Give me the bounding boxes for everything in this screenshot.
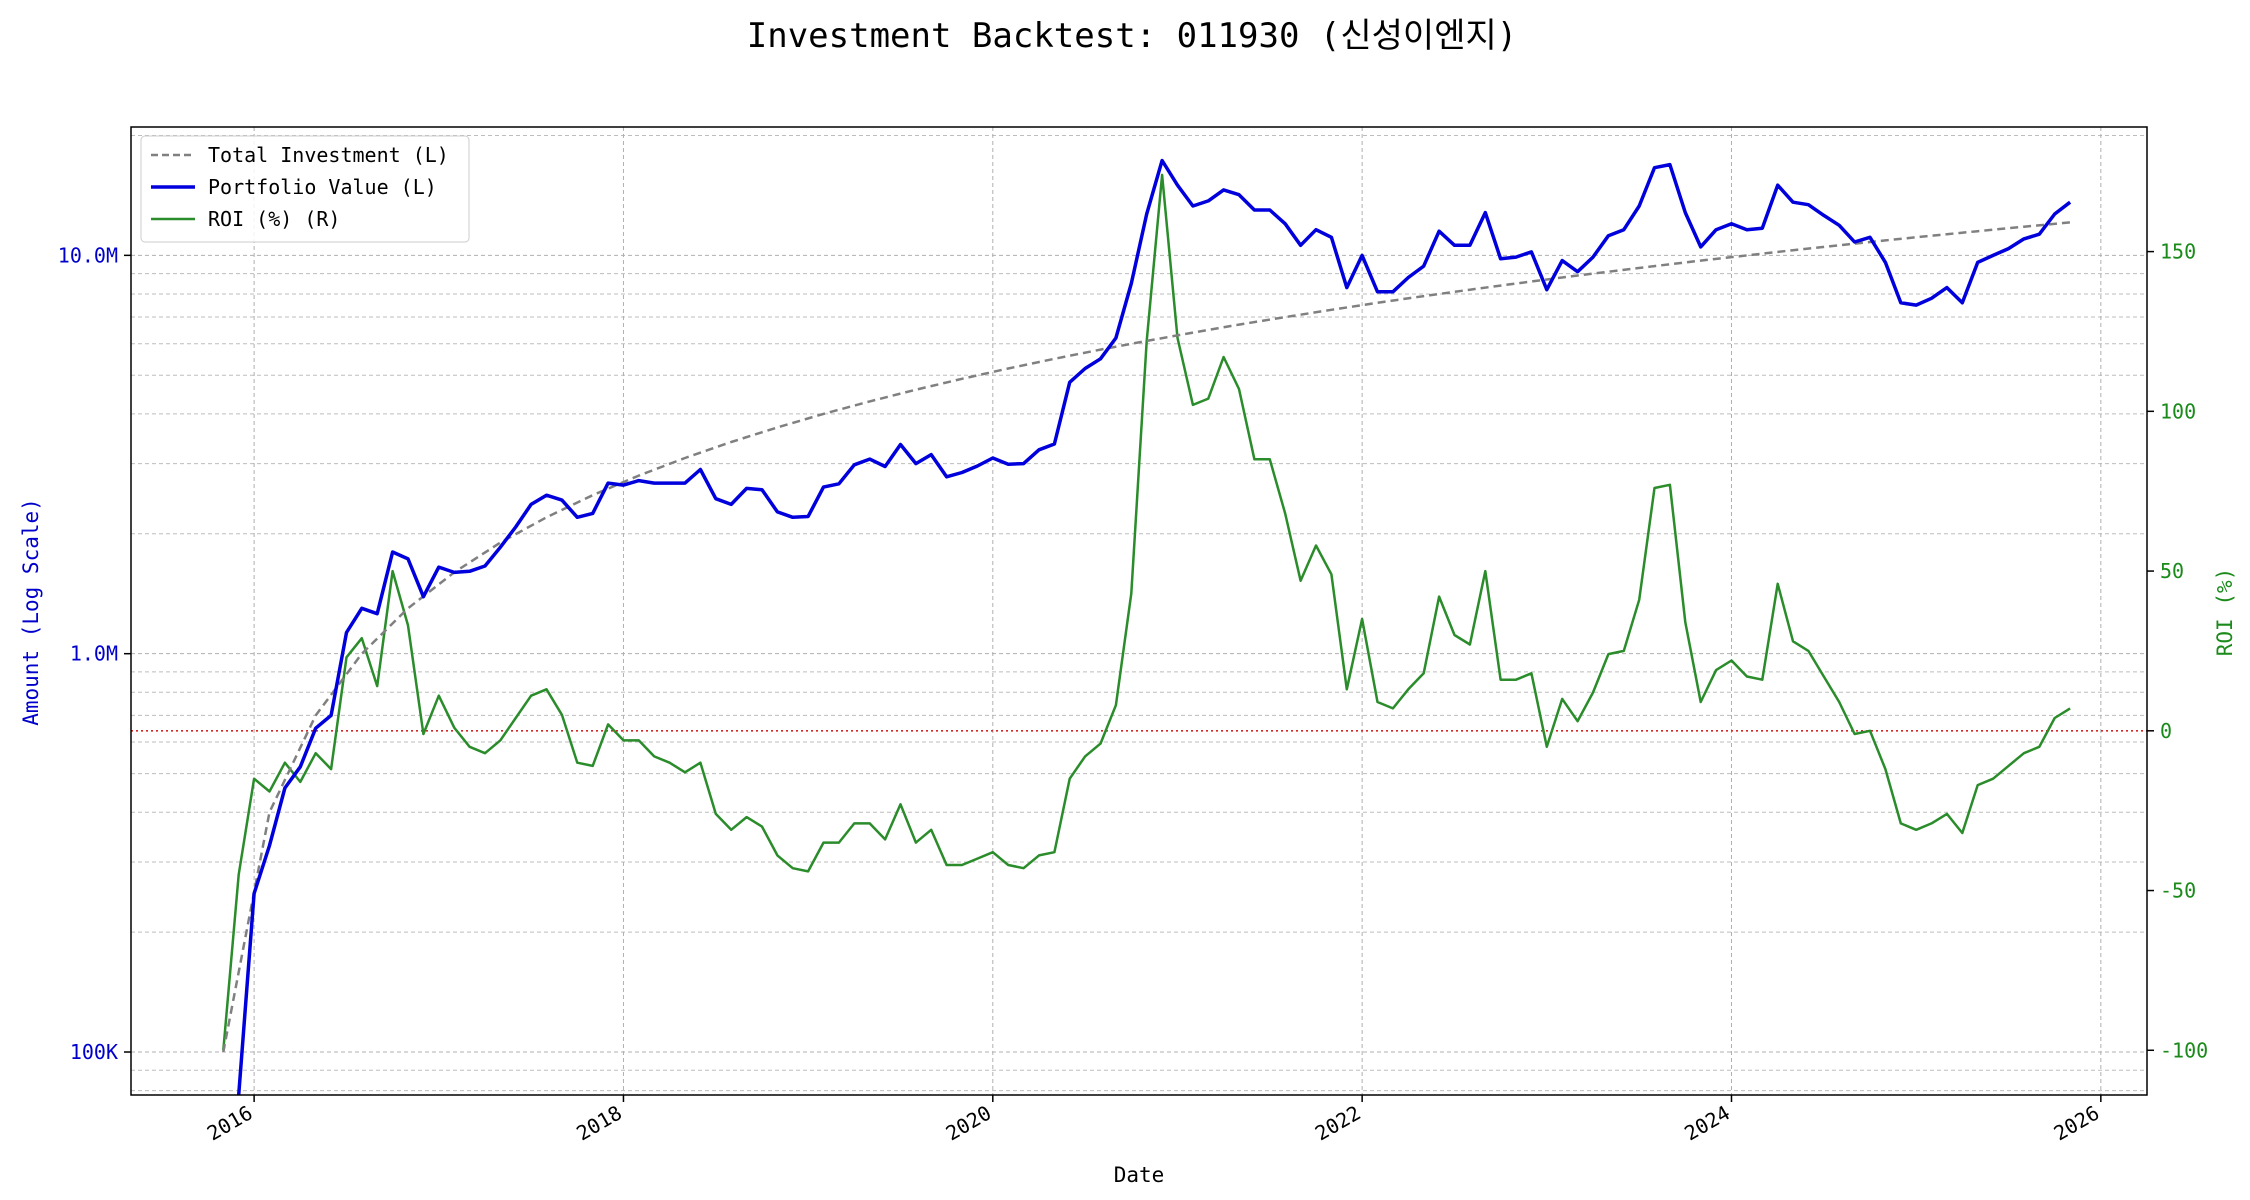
y-right-axis-label: ROI (%) bbox=[2213, 568, 2237, 657]
x-tick-label: 2016 bbox=[203, 1101, 257, 1146]
plot-frame bbox=[130, 126, 2148, 1096]
series-layer bbox=[222, 158, 2072, 1096]
total-investment-line bbox=[222, 221, 2071, 1053]
y-left-axis-label: Amount (Log Scale) bbox=[19, 498, 43, 726]
y-right-tick-label: -50 bbox=[2160, 879, 2196, 903]
roi-line bbox=[222, 173, 2071, 1051]
y-right-tick-label: -100 bbox=[2160, 1038, 2208, 1062]
x-tick-label: 2020 bbox=[942, 1101, 996, 1146]
grid bbox=[131, 127, 2147, 1095]
y-left-tick-label: 10.0M bbox=[58, 243, 118, 267]
y-right-tick-label: 50 bbox=[2160, 559, 2184, 583]
chart-title: Investment Backtest: 011930 (신성이엔지) bbox=[747, 16, 1518, 56]
x-tick-label: 2026 bbox=[2050, 1101, 2104, 1146]
y-right-tick-label: 150 bbox=[2160, 240, 2196, 264]
y-left-tick-label: 1.0M bbox=[70, 642, 118, 666]
legend-label-total-investment: Total Investment (L) bbox=[208, 143, 449, 167]
y-left-tick-label: 100K bbox=[70, 1040, 118, 1064]
legend-box bbox=[140, 135, 470, 243]
portfolio-value-line bbox=[236, 158, 2072, 1096]
y-right-tick-label: 100 bbox=[2160, 399, 2196, 423]
x-tick-label: 2024 bbox=[1680, 1101, 1734, 1146]
y-right-tick-label: 0 bbox=[2160, 719, 2172, 743]
x-tick-label: 2018 bbox=[572, 1101, 626, 1146]
legend-label-portfolio-value: Portfolio Value (L) bbox=[208, 175, 437, 199]
legend: Total Investment (L) Portfolio Value (L)… bbox=[140, 135, 470, 243]
x-tick-label: 2022 bbox=[1311, 1101, 1365, 1146]
legend-label-roi: ROI (%) (R) bbox=[208, 207, 340, 231]
x-axis-label: Date bbox=[1114, 1163, 1165, 1187]
